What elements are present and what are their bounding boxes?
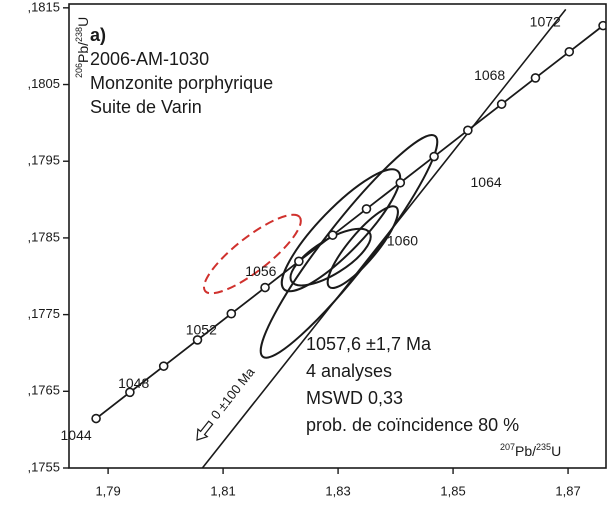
y-tick-label: ,1805 xyxy=(27,76,60,91)
y-axis-label: 206Pb/238U xyxy=(74,17,90,78)
age-label: 1064 xyxy=(471,174,502,190)
concordia-point xyxy=(294,256,304,267)
concordia-point xyxy=(530,73,541,83)
age-label: 1072 xyxy=(530,13,561,29)
sample-line: 2006-AM-1030 xyxy=(90,49,209,69)
y-tick-label: ,1765 xyxy=(27,383,60,398)
x-tick-label: 1,83 xyxy=(325,483,350,498)
plot xyxy=(91,8,606,468)
concordia-point xyxy=(429,151,439,162)
concordia-point xyxy=(598,20,606,31)
age-label: 1068 xyxy=(474,67,505,83)
concordia-point xyxy=(91,413,101,424)
concordia-point xyxy=(564,46,575,57)
panel-label: a) xyxy=(90,25,106,45)
y-tick-label: ,1755 xyxy=(27,459,60,474)
concordia-point xyxy=(226,308,237,319)
x-tick-label: 1,79 xyxy=(95,483,120,498)
error-ellipse xyxy=(280,168,402,293)
concordia-point xyxy=(361,204,372,214)
concordia-point xyxy=(192,335,203,345)
x-tick-label: 1,87 xyxy=(555,483,580,498)
result-line: 4 analyses xyxy=(306,361,392,381)
result-line: MSWD 0,33 xyxy=(306,388,403,408)
concordia xyxy=(95,24,604,420)
age-label: 1056 xyxy=(245,263,276,279)
error-ellipse xyxy=(202,213,302,295)
y-tick-label: ,1785 xyxy=(27,229,60,244)
age-label: 1060 xyxy=(387,233,418,249)
x-axis-label: 207Pb/235U xyxy=(500,442,561,458)
age-label: 1044 xyxy=(61,427,92,443)
concordia-point xyxy=(395,177,406,188)
concordia-point xyxy=(260,282,270,293)
result-line: 1057,6 ±1,7 Ma xyxy=(306,334,432,354)
concordia-point xyxy=(125,387,135,398)
discordia xyxy=(201,8,567,468)
age-label: 1052 xyxy=(186,321,217,337)
y-tick-label: ,1795 xyxy=(27,153,60,168)
error-ellipse xyxy=(326,205,399,289)
sample-line: Monzonite porphyrique xyxy=(90,73,273,93)
arrow xyxy=(196,420,214,441)
discordia-annotation: 0 ±100 Ma xyxy=(196,364,258,441)
concordia-point xyxy=(496,99,507,109)
x-tick-label: 1,81 xyxy=(210,483,235,498)
x-tick-label: 1,85 xyxy=(440,483,465,498)
discordia-label: 0 ±100 Ma xyxy=(208,364,258,422)
age-label: 1048 xyxy=(118,375,149,391)
concordia-point xyxy=(463,125,473,136)
concordia-point xyxy=(158,361,169,371)
concordia-point xyxy=(327,230,338,240)
result-line: prob. de coïncidence 80 % xyxy=(306,415,519,435)
y-tick-label: ,1815 xyxy=(27,0,60,14)
sample-line: Suite de Varin xyxy=(90,97,202,117)
y-tick-label: ,1775 xyxy=(27,306,60,321)
